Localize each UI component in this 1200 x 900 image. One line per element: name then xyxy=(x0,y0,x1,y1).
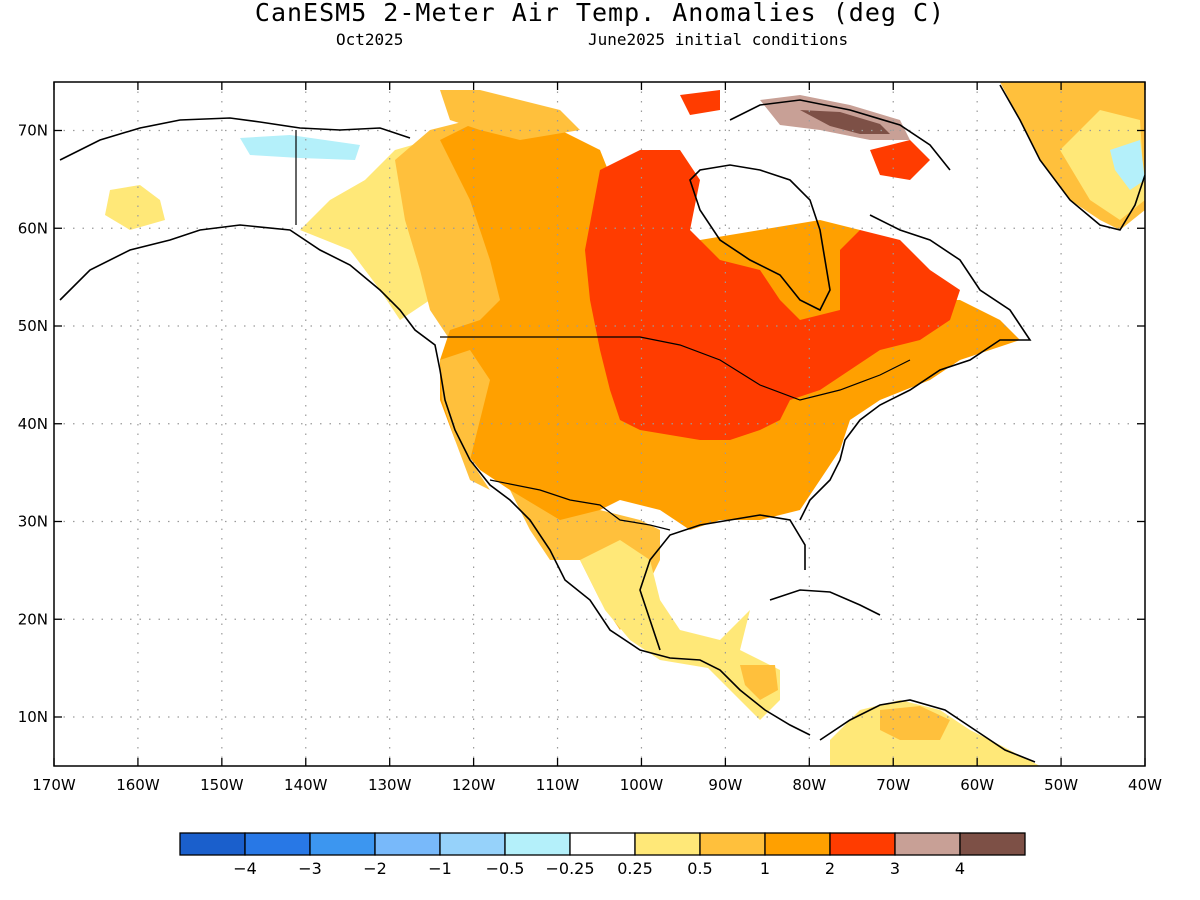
coastlines xyxy=(59,84,1145,763)
colorbar-label: −0.5 xyxy=(486,859,525,878)
border-us-mexico xyxy=(489,479,671,531)
valid-month-label: Oct2025 xyxy=(336,30,404,49)
colorbar-swatch xyxy=(634,832,701,856)
lon-label: 50W xyxy=(1044,776,1078,794)
colorbar-label: −0.25 xyxy=(545,859,594,878)
lat-label: 50N xyxy=(18,317,48,335)
lon-label: 100W xyxy=(620,776,664,794)
colorbar: −4 −3 −2 −1 −0.5 −0.25 0.25 0.5 1 2 3 4 xyxy=(179,832,1026,878)
lon-label: 90W xyxy=(708,776,742,794)
anomaly-region-strong-canada xyxy=(585,150,960,440)
colorbar-label: 1 xyxy=(760,859,770,878)
colorbar-label: 0.25 xyxy=(617,859,653,878)
colorbar-swatch xyxy=(699,832,766,856)
anomaly-region-strong-east-arctic xyxy=(870,140,930,180)
colorbar-label: 2 xyxy=(825,859,835,878)
border-us-canada xyxy=(440,336,911,401)
colorbar-swatch xyxy=(179,832,246,856)
anomaly-region-weak-greenland xyxy=(1060,110,1145,220)
anomaly-field xyxy=(105,82,1145,766)
coastline-hudson-bay xyxy=(689,164,831,312)
anomaly-region-weak-alaska xyxy=(105,185,165,230)
lon-label: 140W xyxy=(284,776,328,794)
coastline-cuba xyxy=(769,589,881,616)
latitude-labels: 10N 20N 30N 40N 50N 60N 70N xyxy=(18,122,48,727)
colorbar-swatch xyxy=(894,832,961,856)
colorbar-swatch xyxy=(764,832,831,856)
coastline-alaska-north xyxy=(59,117,411,161)
anomaly-region-light-south-america xyxy=(880,706,950,740)
anomaly-region-strong-arctic xyxy=(680,90,720,115)
coastline-gulf xyxy=(639,514,806,651)
colorbar-swatch xyxy=(374,832,441,856)
colorbar-label: −1 xyxy=(428,859,452,878)
lon-label: 130W xyxy=(368,776,412,794)
lon-label: 120W xyxy=(452,776,496,794)
anomaly-region-light-central-america xyxy=(740,665,778,700)
map-title: CanESM5 2-Meter Air Temp. Anomalies (deg… xyxy=(254,0,946,27)
lat-label: 70N xyxy=(18,122,48,140)
coastline-east xyxy=(799,214,1032,521)
anomaly-region-ext-arctic xyxy=(800,110,890,134)
colorbar-label: 0.5 xyxy=(687,859,712,878)
lon-label: 150W xyxy=(200,776,244,794)
colorbar-label: −2 xyxy=(363,859,387,878)
colorbar-label: −3 xyxy=(298,859,322,878)
colorbar-label: 3 xyxy=(890,859,900,878)
colorbar-swatch xyxy=(959,832,1026,856)
anomaly-region-weak-mexico xyxy=(580,540,750,670)
lat-label: 40N xyxy=(18,415,48,433)
anomaly-region-cool-alaska xyxy=(240,135,360,160)
lat-label: 60N xyxy=(18,219,48,237)
graticule xyxy=(54,82,1145,766)
axis-ticks xyxy=(53,82,1146,766)
lon-label: 40W xyxy=(1128,776,1162,794)
colorbar-swatch xyxy=(439,832,506,856)
colorbar-swatch xyxy=(309,832,376,856)
coastline-greenland xyxy=(999,84,1145,231)
lon-label: 70W xyxy=(876,776,910,794)
coastline-baffin xyxy=(729,99,951,171)
colorbar-swatch xyxy=(829,832,896,856)
lon-label: 170W xyxy=(32,776,76,794)
lon-label: 80W xyxy=(792,776,826,794)
colorbar-swatch xyxy=(504,832,571,856)
lat-label: 30N xyxy=(18,513,48,531)
lon-label: 60W xyxy=(960,776,994,794)
colorbar-label: −4 xyxy=(233,859,257,878)
anomaly-region-light-arctic xyxy=(440,90,580,140)
colorbar-swatch xyxy=(244,832,311,856)
coastline-south-america xyxy=(819,699,1036,763)
anomaly-region-light-southwest xyxy=(440,350,490,490)
coastline-north-america xyxy=(59,224,811,736)
anomaly-region-cool-greenland xyxy=(1110,140,1145,190)
longitude-labels: 170W 160W 150W 140W 130W 120W 110W 100W 90W 80W 70… xyxy=(32,776,1162,794)
lat-label: 20N xyxy=(18,610,48,628)
lon-label: 110W xyxy=(536,776,580,794)
initial-conditions-label: June2025 initial conditions xyxy=(588,30,849,49)
lat-label: 10N xyxy=(18,708,48,726)
lon-label: 160W xyxy=(116,776,160,794)
colorbar-label: 4 xyxy=(955,859,965,878)
colorbar-swatch xyxy=(569,832,636,856)
